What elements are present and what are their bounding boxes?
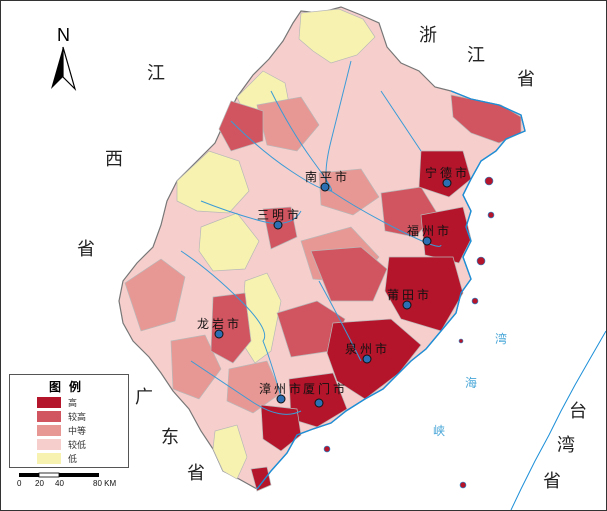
city-label-xiamen: 厦门市	[303, 381, 348, 396]
region-high-southtip	[250, 466, 272, 492]
region-medium-3	[318, 168, 380, 216]
region-medium-4	[170, 334, 222, 400]
islands	[323, 176, 495, 489]
label-guangdong-3: 省	[187, 463, 205, 484]
label-taiwan-3: 省	[543, 471, 561, 492]
region-medium-1	[256, 96, 320, 152]
city-marker-sanming[interactable]: 三明市	[257, 207, 302, 230]
city-marker-quanzhou[interactable]: 泉州市	[345, 341, 390, 364]
label-strait-3: 峡	[433, 424, 445, 438]
label-jiangxi-1: 江	[147, 63, 165, 84]
region-high-ningde	[418, 150, 472, 198]
legend-label: 中等	[68, 426, 87, 437]
city-label-fuzhou: 福州市	[407, 223, 452, 238]
label-taiwan-1: 台	[569, 401, 587, 422]
region-high-zhangzhou	[260, 404, 302, 452]
coastline	[256, 90, 526, 490]
taiwan-coastline	[510, 330, 606, 510]
city-marker-nanping[interactable]: 南平市	[305, 169, 350, 192]
region-high-fuzhou	[420, 206, 472, 264]
legend-swatch	[36, 451, 62, 465]
scale-tick-80: 80 KM	[93, 479, 117, 488]
city-label-sanming: 三明市	[257, 207, 302, 222]
label-strait-2: 海	[465, 375, 477, 390]
city-label-longyan: 龙岩市	[197, 316, 242, 331]
city-label-putian: 莆田市	[387, 287, 432, 302]
region-higher-3	[210, 292, 252, 364]
scale-bar-graphic	[19, 472, 99, 478]
region-low-southwest	[212, 424, 248, 480]
legend-label: 较高	[68, 412, 87, 423]
city-label-zhangzhou: 漳州市	[259, 381, 304, 396]
label-guangdong-2: 东	[161, 427, 179, 448]
label-strait-1: 湾	[495, 331, 507, 346]
label-jiangxi-3: 省	[77, 239, 95, 260]
city-marker-longyan[interactable]: 龙岩市	[197, 316, 242, 339]
city-marker-zhangzhou[interactable]: 漳州市	[259, 381, 304, 404]
legend-item: 中等	[36, 423, 128, 437]
scale-bar: 0 20 40 80 KM	[15, 471, 125, 495]
label-zhejiang-3: 省	[517, 69, 535, 90]
legend-item: 低	[36, 451, 128, 465]
legend-item: 较低	[36, 437, 128, 451]
label-guangdong-1: 广	[135, 387, 153, 408]
city-marker-ningde[interactable]: 宁德市	[425, 165, 470, 188]
label-zhejiang-1: 浙	[419, 25, 437, 46]
legend-label: 较低	[68, 440, 87, 451]
city-marker-xiamen[interactable]: 厦门市	[303, 381, 348, 408]
label-zhejiang-2: 江	[467, 45, 485, 66]
scale-tick-40: 40	[55, 479, 64, 488]
legend-item: 较高	[36, 409, 128, 423]
north-arrow-icon: N	[51, 25, 77, 92]
legend-swatch	[36, 437, 62, 451]
legend-item: 高	[36, 395, 128, 409]
city-marker-fuzhou[interactable]: 福州市	[407, 223, 452, 246]
region-low-center	[198, 212, 260, 272]
scale-tick-0: 0	[17, 479, 22, 488]
city-marker-putian[interactable]: 莆田市	[387, 287, 432, 310]
scale-tick-20: 20	[35, 479, 44, 488]
region-low-north	[298, 8, 376, 64]
legend-label: 高	[68, 398, 78, 409]
legend-swatch	[36, 423, 62, 437]
region-high-quanzhou	[326, 318, 422, 400]
river-network	[180, 60, 442, 415]
region-higher-7	[218, 100, 264, 152]
region-low-west	[176, 150, 250, 214]
north-label: N	[57, 25, 70, 45]
legend-title: 图例	[48, 380, 89, 394]
city-label-quanzhou: 泉州市	[345, 341, 390, 356]
label-taiwan-2: 湾	[557, 435, 575, 456]
city-label-nanping: 南平市	[305, 169, 350, 184]
region-higher-6	[310, 246, 388, 302]
region-medium-6	[226, 360, 282, 414]
legend-swatch	[36, 395, 62, 409]
region-medium-2	[124, 258, 186, 332]
label-jiangxi-2: 西	[105, 149, 123, 170]
city-label-ningde: 宁德市	[425, 165, 470, 180]
legend: 图例 高 较高 中等 较低 低	[9, 374, 129, 468]
legend-label: 低	[68, 454, 78, 465]
legend-swatch	[36, 409, 62, 423]
